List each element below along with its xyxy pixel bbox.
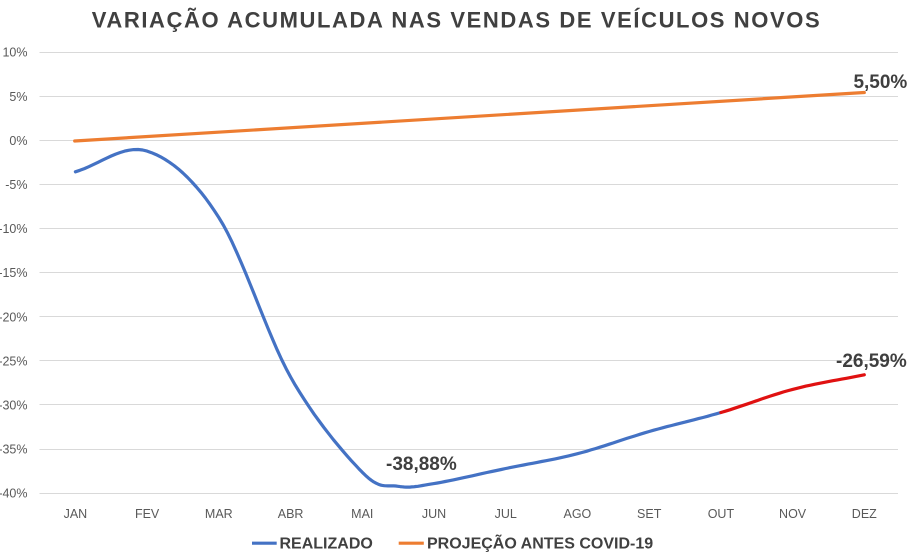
svg-text:5%: 5% [9,90,27,104]
svg-text:10%: 10% [2,46,27,60]
svg-text:-26,59%: -26,59% [836,351,907,372]
svg-text:-35%: -35% [0,443,28,457]
svg-text:MAI: MAI [351,507,373,521]
svg-text:SET: SET [637,507,662,521]
svg-text:OUT: OUT [708,507,735,521]
svg-text:ABR: ABR [278,507,304,521]
svg-text:FEV: FEV [135,507,160,521]
svg-text:-15%: -15% [0,266,28,280]
svg-text:0%: 0% [9,134,27,148]
svg-text:PROJEÇÃO ANTES COVID-19: PROJEÇÃO ANTES COVID-19 [427,533,653,553]
svg-text:-38,88%: -38,88% [386,454,457,475]
svg-text:MAR: MAR [205,507,233,521]
svg-text:-20%: -20% [0,310,28,324]
svg-text:-5%: -5% [5,178,27,192]
svg-text:-25%: -25% [0,354,28,368]
svg-text:AGO: AGO [564,507,592,521]
svg-text:5,50%: 5,50% [853,72,907,93]
svg-text:JUL: JUL [495,507,517,521]
svg-text:JAN: JAN [64,507,88,521]
svg-text:REALIZADO: REALIZADO [280,536,373,553]
svg-text:VARIAÇÃO ACUMULADA NAS VENDAS: VARIAÇÃO ACUMULADA NAS VENDAS DE VEÍCULO… [92,7,822,32]
svg-text:-40%: -40% [0,487,28,501]
svg-text:-10%: -10% [0,222,28,236]
svg-text:JUN: JUN [422,507,446,521]
svg-text:NOV: NOV [779,507,807,521]
svg-text:-30%: -30% [0,399,28,413]
svg-text:DEZ: DEZ [852,507,877,521]
